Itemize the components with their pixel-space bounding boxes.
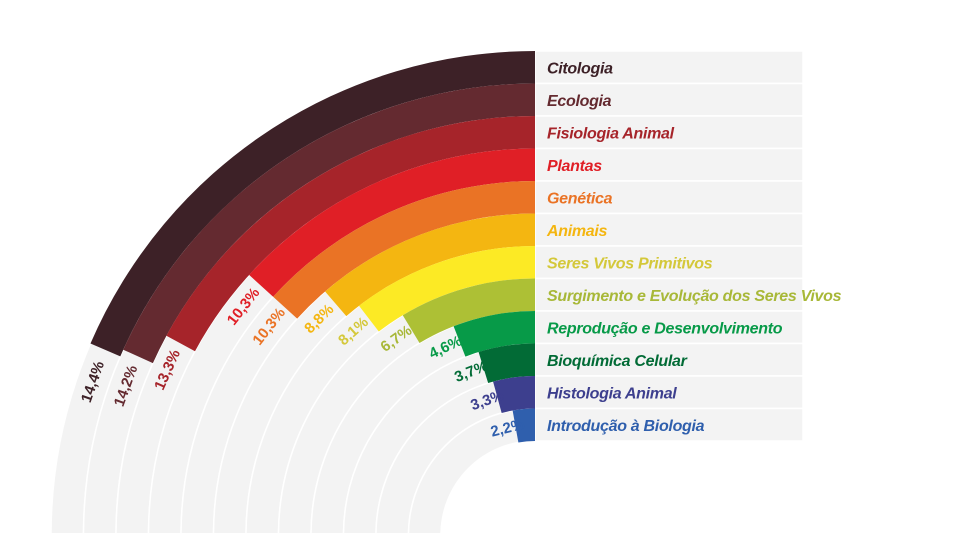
category-label-9: Reprodução e Desenvolvimento xyxy=(547,320,783,337)
label-panel xyxy=(534,375,804,410)
bars-group xyxy=(90,51,535,443)
category-labels: Citologia Ecologia Fisiologia Animal Planta… xyxy=(546,60,842,435)
track-ring xyxy=(407,407,536,533)
bar-10 xyxy=(478,343,535,384)
label-panel xyxy=(534,115,804,150)
category-label-12: Introdução à Biologia xyxy=(547,418,705,435)
bar-6 xyxy=(325,213,535,317)
bar-12 xyxy=(512,408,535,443)
bar-9 xyxy=(453,311,535,357)
category-label-3: Fisiologia Animal xyxy=(547,125,675,142)
bar-5 xyxy=(273,181,535,319)
category-label-1: Citologia xyxy=(547,60,613,77)
bar-8 xyxy=(402,278,535,344)
bar-2 xyxy=(123,83,535,364)
bar-11 xyxy=(493,376,535,413)
label-panel xyxy=(534,407,804,442)
label-panel xyxy=(534,180,804,215)
category-label-6: Animais xyxy=(546,223,608,240)
category-label-7: Seres Vivos Primitivos xyxy=(547,255,713,272)
category-label-10: Bioquímica Celular xyxy=(547,353,688,370)
category-label-4: Plantas xyxy=(547,158,602,175)
category-label-5: Genética xyxy=(547,190,613,207)
bar-3 xyxy=(166,116,535,352)
category-label-11: Histologia Animal xyxy=(547,385,677,402)
category-label-8: Surgimento e Evolução dos Seres Vivos xyxy=(547,288,842,305)
bar-7 xyxy=(358,246,535,332)
label-panel xyxy=(534,277,804,312)
bar-1 xyxy=(90,51,535,357)
category-label-2: Ecologia xyxy=(547,93,612,110)
bar-4 xyxy=(249,148,535,297)
